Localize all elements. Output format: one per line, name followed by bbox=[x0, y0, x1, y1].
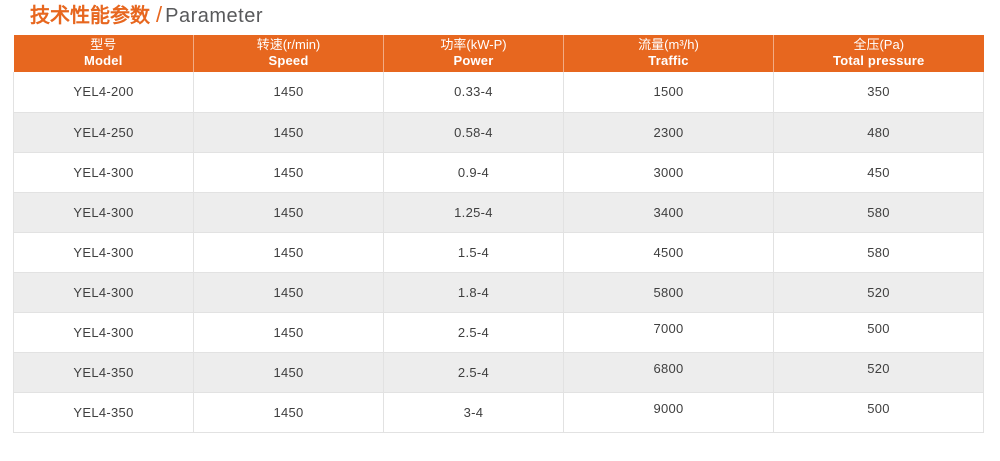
table-cell: 6800 bbox=[563, 352, 774, 393]
table-cell: YEL4-350 bbox=[13, 352, 194, 393]
header-label-en: Total pressure bbox=[833, 53, 925, 68]
header-label-en: Speed bbox=[268, 53, 309, 68]
table-row: YEL4-200 1450 0.33-4 1500 350 bbox=[13, 72, 984, 113]
table-body: YEL4-200 1450 0.33-4 1500 350 YEL4-250 1450 0.5… bbox=[13, 72, 984, 433]
table-cell: 1450 bbox=[193, 272, 384, 313]
table-header-row: 型号 Model 转速(r/min) Speed 功率(kW-P) Power 流量(m³/… bbox=[13, 35, 984, 72]
table-cell: 580 bbox=[773, 232, 984, 273]
table-cell: 0.9-4 bbox=[383, 152, 564, 193]
table-cell: 350 bbox=[773, 72, 984, 113]
table-cell: 520 bbox=[773, 272, 984, 313]
table-cell: YEL4-250 bbox=[13, 112, 194, 153]
header-cell-3: 流量(m³/h) Traffic bbox=[563, 35, 774, 72]
page-title-english: Parameter bbox=[165, 5, 263, 27]
table-cell: YEL4-300 bbox=[13, 152, 194, 193]
table-cell: 4500 bbox=[563, 232, 774, 273]
header-label-zh: 转速(r/min) bbox=[256, 37, 321, 52]
table-header: 型号 Model 转速(r/min) Speed 功率(kW-P) Power 流量(m³/… bbox=[13, 35, 984, 72]
header-cell-2: 功率(kW-P) Power bbox=[383, 35, 564, 72]
table-cell: YEL4-350 bbox=[13, 392, 194, 433]
table-cell: 520 bbox=[773, 352, 984, 393]
table-cell: 1450 bbox=[193, 392, 384, 433]
header-label-en: Traffic bbox=[648, 53, 689, 68]
table-cell: 0.58-4 bbox=[383, 112, 564, 153]
table-cell: 450 bbox=[773, 152, 984, 193]
table-cell: 1450 bbox=[193, 352, 384, 393]
header-label-zh: 型号 bbox=[90, 37, 117, 52]
table-cell: YEL4-200 bbox=[13, 72, 194, 113]
parameters-table: 型号 Model 转速(r/min) Speed 功率(kW-P) Power 流量(m³/… bbox=[13, 35, 984, 433]
table-row: YEL4-350 1450 3-4 9000 500 bbox=[13, 392, 984, 433]
table-cell: YEL4-300 bbox=[13, 192, 194, 233]
table-cell: 1500 bbox=[563, 72, 774, 113]
table-row: YEL4-300 1450 0.9-4 3000 450 bbox=[13, 152, 984, 193]
table-row: YEL4-350 1450 2.5-4 6800 520 bbox=[13, 352, 984, 393]
table-cell: 1450 bbox=[193, 232, 384, 273]
table-cell: 7000 bbox=[563, 312, 774, 353]
header-cell-0: 型号 Model bbox=[13, 35, 194, 72]
table-cell: 480 bbox=[773, 112, 984, 153]
table-cell: 1450 bbox=[193, 192, 384, 233]
table-cell: YEL4-300 bbox=[13, 272, 194, 313]
table-cell: 500 bbox=[773, 392, 984, 433]
table-cell: YEL4-300 bbox=[13, 312, 194, 353]
header-label-en: Model bbox=[83, 53, 123, 68]
table-row: YEL4-300 1450 1.8-4 5800 520 bbox=[13, 272, 984, 313]
table-cell: 1450 bbox=[193, 112, 384, 153]
table-cell: 3-4 bbox=[383, 392, 564, 433]
table-cell: 500 bbox=[773, 312, 984, 353]
table-cell: 1.5-4 bbox=[383, 232, 564, 273]
table-row: YEL4-300 1450 2.5-4 7000 500 bbox=[13, 312, 984, 353]
table-row: YEL4-300 1450 1.25-4 3400 580 bbox=[13, 192, 984, 233]
table-cell: 2300 bbox=[563, 112, 774, 153]
table-cell: 2.5-4 bbox=[383, 312, 564, 353]
table-cell: 9000 bbox=[563, 392, 774, 433]
table-cell: 580 bbox=[773, 192, 984, 233]
page-title-divider: / bbox=[156, 2, 163, 27]
table-cell: 1450 bbox=[193, 312, 384, 353]
table-cell: 3000 bbox=[563, 152, 774, 193]
table-cell: 0.33-4 bbox=[383, 72, 564, 113]
table-cell: 1.25-4 bbox=[383, 192, 564, 233]
table-cell: 1450 bbox=[193, 72, 384, 113]
table-cell: 2.5-4 bbox=[383, 352, 564, 393]
header-cell-1: 转速(r/min) Speed bbox=[193, 35, 384, 72]
table-cell: 5800 bbox=[563, 272, 774, 313]
header-label-zh: 流量(m³/h) bbox=[638, 37, 699, 52]
table-cell: 3400 bbox=[563, 192, 774, 233]
table-row: YEL4-300 1450 1.5-4 4500 580 bbox=[13, 232, 984, 273]
header-label-zh: 全压(Pa) bbox=[853, 37, 905, 52]
header-label-zh: 功率(kW-P) bbox=[440, 37, 507, 52]
table-cell: YEL4-300 bbox=[13, 232, 194, 273]
header-label-en: Power bbox=[453, 53, 494, 68]
table-cell: 1.8-4 bbox=[383, 272, 564, 313]
table-row: YEL4-250 1450 0.58-4 2300 480 bbox=[13, 112, 984, 153]
header-cell-4: 全压(Pa) Total pressure bbox=[773, 35, 984, 72]
page-title: 技术性能参数 / Parameter bbox=[0, 0, 1000, 29]
page-title-chinese: 技术性能参数 bbox=[30, 5, 150, 27]
table-cell: 1450 bbox=[193, 152, 384, 193]
